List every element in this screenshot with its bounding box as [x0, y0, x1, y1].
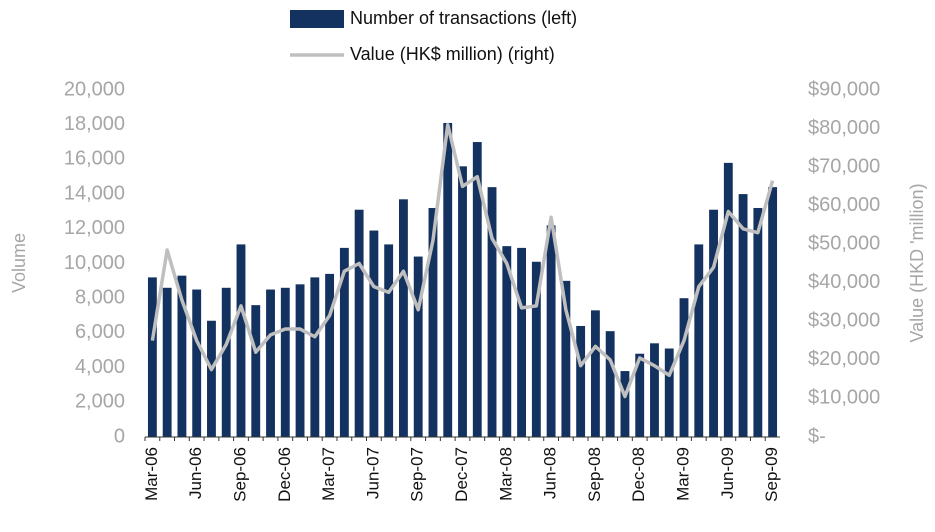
- y2-tick-label: $60,000: [808, 194, 880, 216]
- y-tick-label: 2,000: [75, 391, 125, 413]
- y-tick-label: 16,000: [64, 148, 125, 170]
- bar: [694, 244, 704, 437]
- bar: [428, 207, 438, 437]
- bar: [354, 209, 364, 437]
- bar: [590, 310, 600, 437]
- bar: [723, 162, 733, 437]
- legend-label: Value (HK$ million) (right): [350, 44, 555, 64]
- y2-tick-label: $50,000: [808, 233, 880, 255]
- y-tick-label: 10,000: [64, 252, 125, 274]
- y2-tick-label: $40,000: [808, 271, 880, 293]
- bar: [487, 187, 497, 437]
- bar: [162, 287, 172, 437]
- y2-tick-label: $30,000: [808, 310, 880, 332]
- x-tick-label: Jun-06: [186, 447, 205, 499]
- x-tick-label: Mar-07: [319, 447, 338, 501]
- bar: [768, 187, 778, 437]
- y-tick-label: 18,000: [64, 113, 125, 135]
- x-tick-label: Mar-09: [673, 447, 692, 501]
- y2-tick-label: $70,000: [808, 155, 880, 177]
- bar: [236, 244, 246, 437]
- bar: [280, 287, 290, 437]
- bar: [177, 275, 187, 437]
- x-tick-label: Dec-06: [275, 447, 294, 502]
- x-tick-label: Jun-08: [541, 447, 560, 499]
- legend-swatch: [290, 10, 344, 28]
- bar: [605, 331, 615, 437]
- bar: [310, 277, 320, 437]
- y-tick-label: 8,000: [75, 286, 125, 308]
- y2-axis-title: Value (HKD 'million): [907, 183, 927, 342]
- bar: [339, 247, 349, 437]
- x-tick-label: Dec-07: [452, 447, 471, 502]
- bar: [325, 273, 335, 437]
- bar: [458, 166, 467, 437]
- y-axis-title: Volume: [9, 233, 29, 293]
- bar: [738, 194, 748, 437]
- bar: [266, 289, 275, 437]
- bar: [546, 225, 556, 437]
- y2-tick-label: $10,000: [808, 387, 880, 409]
- x-tick-label: Sep-06: [230, 447, 249, 502]
- y-tick-label: 4,000: [75, 356, 125, 378]
- bar: [531, 261, 541, 437]
- bar: [369, 230, 379, 437]
- bar: [251, 305, 261, 437]
- bar: [472, 142, 482, 438]
- x-tick-label: Jun-07: [363, 447, 382, 499]
- y2-tick-label: $90,000: [808, 78, 880, 100]
- bar: [576, 325, 586, 437]
- bar: [295, 284, 305, 437]
- bar: [384, 244, 394, 437]
- bar: [207, 320, 216, 437]
- x-tick-label: Mar-06: [142, 447, 161, 501]
- x-tick-label: Sep-07: [408, 447, 427, 502]
- bar: [620, 371, 630, 437]
- bar: [709, 209, 718, 437]
- legend-label: Number of transactions (left): [350, 8, 577, 28]
- x-tick-label: Sep-09: [762, 447, 781, 502]
- y2-tick-label: $-: [808, 425, 826, 447]
- bar: [679, 298, 689, 437]
- x-tick-label: Sep-08: [585, 447, 604, 502]
- bar: [635, 353, 645, 437]
- bar: [650, 343, 659, 437]
- line: [150, 122, 775, 399]
- bar: [753, 207, 763, 437]
- bar: [399, 199, 408, 437]
- bar: [192, 289, 202, 437]
- bar: [413, 256, 423, 437]
- y-tick-label: 20,000: [64, 78, 125, 100]
- bar: [502, 246, 512, 437]
- bar: [561, 280, 571, 437]
- y-tick-label: 0: [114, 425, 125, 447]
- bar: [147, 277, 157, 437]
- x-tick-label: Dec-08: [629, 447, 648, 502]
- bar: [664, 348, 674, 437]
- y2-tick-label: $80,000: [808, 117, 880, 139]
- bar: [443, 122, 453, 437]
- y-tick-label: 12,000: [64, 217, 125, 239]
- x-tick-label: Mar-08: [496, 447, 515, 501]
- y-tick-label: 6,000: [75, 321, 125, 343]
- x-tick-label: Jun-09: [718, 447, 737, 499]
- y2-tick-label: $20,000: [808, 348, 880, 370]
- bar: [221, 287, 231, 437]
- y-tick-label: 14,000: [64, 182, 125, 204]
- bar: [517, 247, 526, 437]
